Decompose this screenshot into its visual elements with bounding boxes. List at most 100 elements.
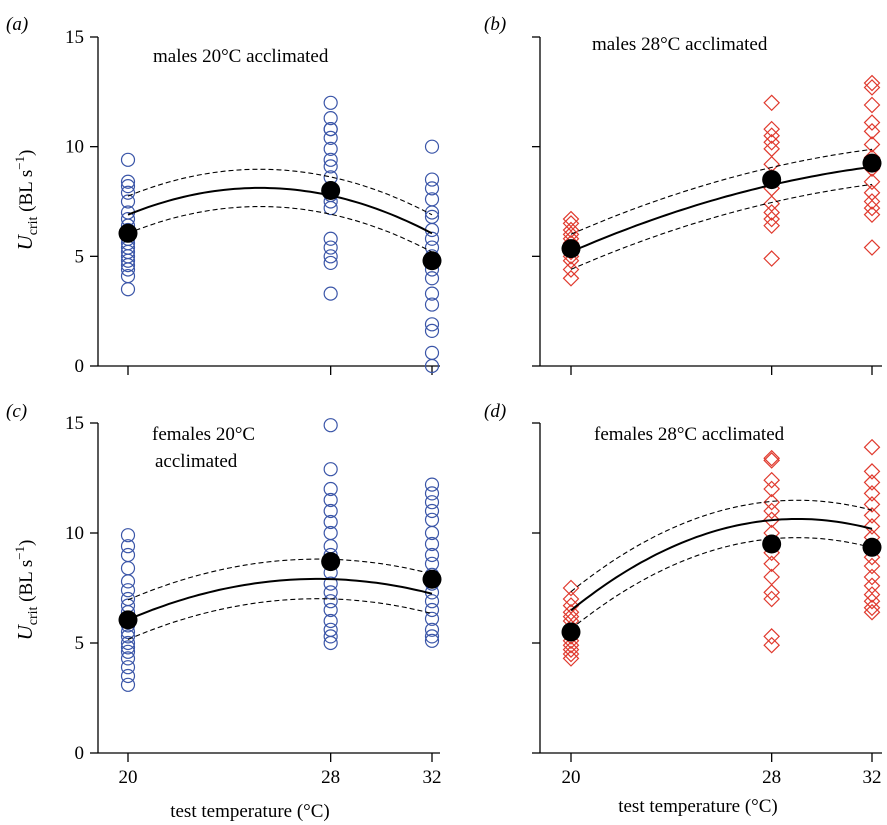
- y-tick-label: 10: [65, 523, 84, 544]
- data-point: [763, 511, 781, 529]
- fit-line: [127, 577, 433, 621]
- data-point: [863, 603, 881, 621]
- ci-upper-line: [127, 558, 433, 601]
- data-point: [763, 628, 781, 645]
- data-point: [323, 122, 338, 137]
- data-point: [863, 586, 881, 603]
- data-point: [323, 492, 338, 508]
- data-point: [424, 192, 440, 207]
- x-tick-label: 20: [119, 767, 138, 788]
- data-point: [863, 438, 881, 456]
- ci-upper-line: [570, 148, 873, 235]
- panel-letter-a: (a): [6, 14, 28, 35]
- x-tick-label: 32: [863, 767, 882, 788]
- data-point: [323, 152, 338, 167]
- data-point: [863, 206, 881, 224]
- data-point: [863, 507, 881, 524]
- data-point: [863, 199, 881, 217]
- data-point: [424, 512, 440, 527]
- data-point: [863, 474, 881, 491]
- data-point: [763, 555, 781, 573]
- ci-lower-line: [570, 183, 873, 270]
- ci-upper-line: [127, 168, 433, 216]
- data-point: [323, 159, 338, 174]
- data-point: [763, 584, 781, 601]
- data-point: [323, 249, 338, 264]
- data-point: [323, 418, 338, 433]
- data-point: [424, 611, 440, 626]
- data-point: [863, 136, 881, 153]
- panel-c: 0 5 10 15 20 28 32 Ucrit (BL s−1): [12, 413, 442, 788]
- data-point: [120, 574, 136, 589]
- data-point: [763, 195, 781, 213]
- data-point: [763, 480, 781, 498]
- data-point: [562, 269, 580, 287]
- data-point: [323, 462, 338, 477]
- mean-point: [862, 153, 882, 173]
- panel-b: [532, 36, 882, 375]
- data-point: [120, 561, 136, 576]
- panel-title-c: females 20°C: [152, 424, 255, 445]
- data-point: [424, 536, 440, 552]
- data-point: [763, 120, 781, 138]
- data-point: [763, 94, 781, 112]
- data-point: [562, 597, 580, 614]
- data-point: [323, 525, 338, 541]
- data-point: [120, 583, 136, 598]
- data-point: [323, 629, 338, 644]
- data-point: [120, 660, 136, 675]
- data-point: [424, 271, 440, 286]
- data-point: [120, 644, 136, 659]
- data-point: [120, 185, 136, 200]
- data-point: [763, 449, 781, 467]
- data-point: [323, 95, 338, 110]
- mean-point: [561, 622, 581, 642]
- data-point: [120, 651, 136, 666]
- y-axis-label: Ucrit (BL s−1): [12, 540, 41, 641]
- data-point: [120, 635, 136, 651]
- y-tick-label: 0: [75, 743, 85, 764]
- panel-letter-d: (d): [484, 401, 506, 422]
- mean-point: [762, 170, 782, 190]
- data-point: [424, 495, 440, 510]
- data-point: [863, 239, 881, 256]
- mean-point: [561, 239, 581, 259]
- data-point: [323, 111, 338, 126]
- data-point: [424, 323, 440, 339]
- data-point: [863, 184, 881, 202]
- x-tick-label: 32: [423, 767, 442, 788]
- data-point: [323, 481, 338, 497]
- data-point: [763, 636, 781, 654]
- panel-d: 20 28 32: [532, 422, 882, 788]
- data-point: [120, 677, 136, 692]
- data-point: [763, 217, 781, 234]
- data-point: [562, 261, 580, 278]
- data-point: [763, 452, 781, 469]
- data-point: [863, 96, 881, 114]
- mean-point: [321, 552, 341, 572]
- data-point: [763, 590, 781, 608]
- data-point: [424, 594, 440, 609]
- ci-lower-line: [570, 537, 873, 630]
- data-point: [763, 250, 781, 267]
- panel-letter-c: (c): [6, 401, 27, 422]
- x-axis-label-left: test temperature (°C): [170, 801, 330, 822]
- data-point: [120, 640, 136, 655]
- data-point: [120, 194, 136, 209]
- mean-point: [422, 569, 442, 589]
- data-point: [323, 622, 338, 637]
- data-point: [863, 577, 881, 595]
- data-point: [863, 79, 881, 96]
- data-point: [562, 215, 580, 232]
- data-point: [562, 221, 580, 239]
- x-tick-label: 20: [562, 767, 581, 788]
- data-point: [424, 547, 440, 563]
- mean-point: [762, 534, 782, 554]
- data-point: [424, 209, 440, 224]
- data-point: [424, 602, 440, 618]
- y-tick-label: 0: [75, 356, 85, 377]
- data-point: [562, 590, 580, 608]
- data-point: [323, 594, 338, 609]
- data-point: [763, 502, 781, 520]
- data-point: [863, 463, 881, 480]
